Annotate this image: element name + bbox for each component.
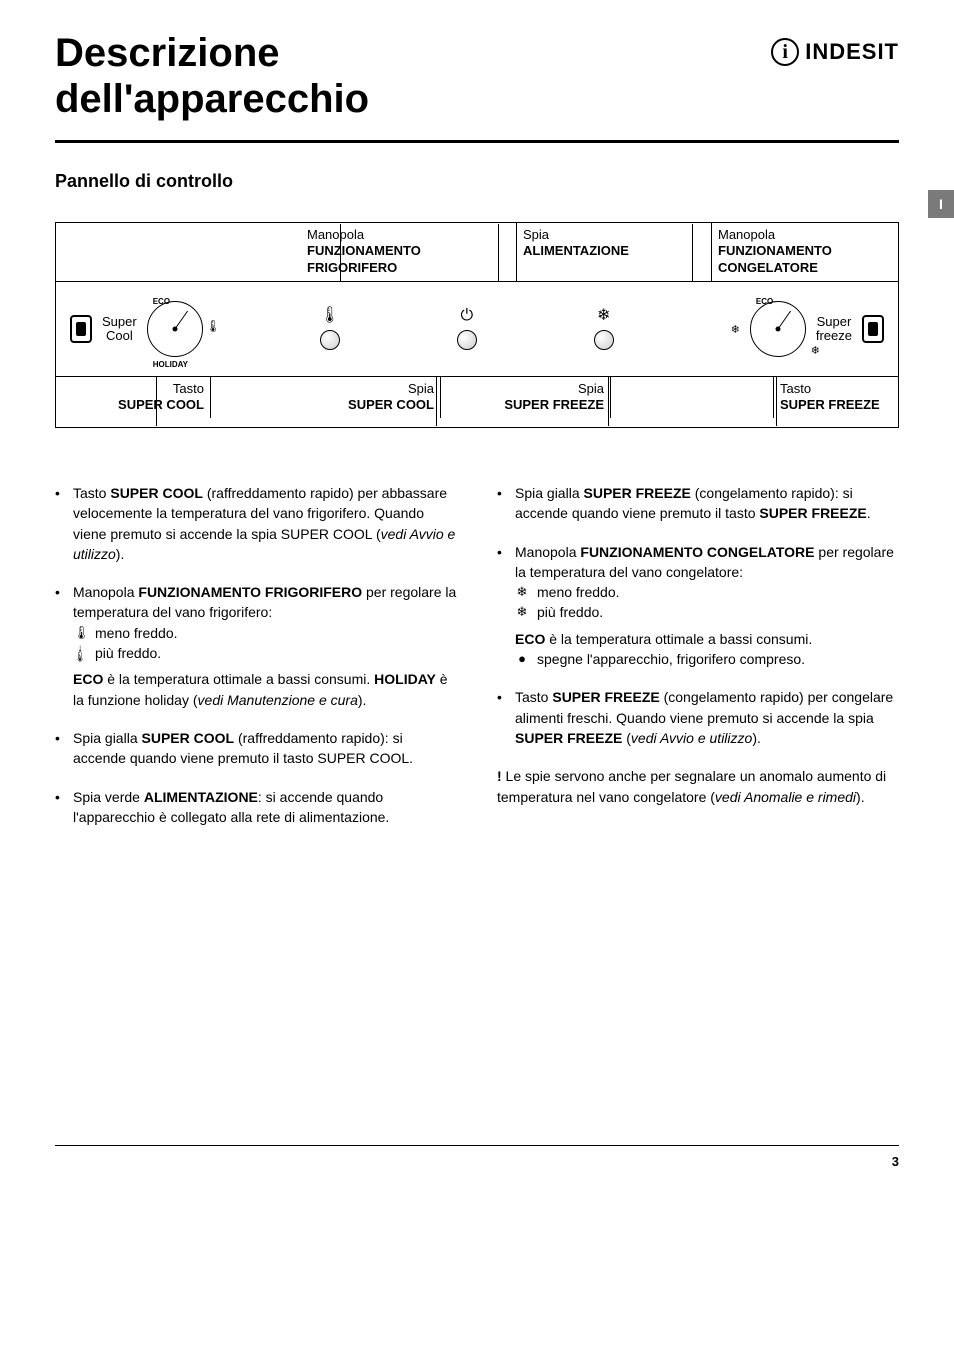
sub-line: ❄meno freddo.	[515, 582, 899, 602]
warning-note: ! Le spie servono anche per segnalare un…	[497, 766, 899, 807]
title-line1: Descrizione	[55, 31, 280, 75]
page-number: 3	[55, 1154, 899, 1169]
super-cool-led: 🌡	[320, 308, 340, 350]
eco-tag: ECO	[756, 297, 773, 306]
description-columns: Tasto SUPER COOL (raffreddamento rapido)…	[55, 483, 899, 845]
right-list: Spia gialla SUPER FREEZE (congelamento r…	[497, 483, 899, 748]
diagram-label: TastoSUPER COOL	[56, 377, 211, 418]
led-indicator	[457, 330, 477, 350]
diagram-label: ManopolaFUNZIONAMENTO FRIGORIFERO	[301, 223, 516, 281]
super-cool-button	[70, 315, 92, 343]
eco-tag: ECO	[153, 297, 170, 306]
leader-line	[156, 376, 157, 426]
snowflake-icon: ❄	[811, 344, 820, 357]
super-freeze-label: Super freeze	[816, 315, 852, 344]
fridge-knob	[147, 301, 203, 357]
list-item: Spia gialla SUPER COOL (raffreddamento r…	[55, 728, 457, 769]
power-led: ⏻	[457, 308, 477, 350]
divider	[55, 140, 899, 143]
snowflake-icon: ❄	[597, 308, 610, 324]
diagram-label: TastoSUPER FREEZE	[773, 377, 898, 418]
right-group: ❄ ECO ❄ Super freeze	[731, 301, 884, 357]
page-title: Descrizione dell'apparecchio	[55, 30, 369, 122]
section-title: Pannello di controllo	[55, 171, 899, 192]
freezer-knob	[750, 301, 806, 357]
list-item: Tasto SUPER FREEZE (congelamento rapido)…	[497, 687, 899, 748]
leader-line	[436, 376, 437, 426]
diagram-label: SpiaSUPER FREEZE	[441, 377, 611, 418]
control-panel-strip: Super Cool ECO HOLIDAY 🌡 🌡 ⏻ ❄ ❄ ECO	[56, 281, 898, 377]
thermometer-icon: 🌡	[320, 308, 340, 324]
brand-icon-char: i	[782, 42, 788, 62]
super-freeze-button	[862, 315, 884, 343]
list-item: Manopola FUNZIONAMENTO FRIGORIFERO per r…	[55, 582, 457, 710]
leader-line	[692, 224, 693, 282]
snowflake-icon: ❄	[731, 323, 740, 336]
super-cool-label: Super Cool	[102, 315, 137, 344]
sub-line: ❄più freddo.	[515, 602, 899, 622]
holiday-tag: HOLIDAY	[153, 360, 188, 369]
led-indicator	[320, 330, 340, 350]
brand-logo: i INDESIT	[771, 30, 899, 66]
list-item: Spia verde ALIMENTAZIONE: si accende qua…	[55, 787, 457, 828]
header: Descrizione dell'apparecchio i INDESIT	[55, 30, 899, 122]
tail-note: ECO è la temperatura ottimale a bassi co…	[515, 629, 899, 649]
control-panel-diagram: ManopolaFUNZIONAMENTO FRIGORIFEROSpiaALI…	[55, 222, 899, 428]
leader-line	[340, 224, 341, 282]
diagram-label: ManopolaFUNZIONAMENTO CONGELATORE	[711, 223, 898, 281]
brand-name: INDESIT	[805, 39, 899, 65]
list-item: Spia gialla SUPER FREEZE (congelamento r…	[497, 483, 899, 524]
language-tab: I	[928, 190, 954, 218]
freezer-knob-wrap: ECO ❄	[750, 301, 806, 357]
sub-line: ●spegne l'apparecchio, frigorifero compr…	[515, 649, 899, 669]
led-indicator	[594, 330, 614, 350]
left-column: Tasto SUPER COOL (raffreddamento rapido)…	[55, 483, 457, 845]
title-line2: dell'apparecchio	[55, 77, 369, 121]
super-freeze-led: ❄	[594, 308, 614, 350]
list-item: Tasto SUPER COOL (raffreddamento rapido)…	[55, 483, 457, 564]
diagram-top-labels: ManopolaFUNZIONAMENTO FRIGORIFEROSpiaALI…	[56, 223, 898, 281]
diagram-bottom-labels: TastoSUPER COOLSpiaSUPER COOLSpiaSUPER F…	[56, 377, 898, 427]
tail-note: ECO è la temperatura ottimale a bassi co…	[73, 669, 457, 710]
info-icon: i	[771, 38, 799, 66]
sub-line: ↓🌡più freddo.	[73, 643, 457, 663]
leader-line	[608, 376, 609, 426]
right-column: Spia gialla SUPER FREEZE (congelamento r…	[497, 483, 899, 845]
leader-line	[498, 224, 499, 282]
thermometer-icon: 🌡	[205, 319, 220, 333]
diagram-label: SpiaSUPER COOL	[211, 377, 441, 418]
left-list: Tasto SUPER COOL (raffreddamento rapido)…	[55, 483, 457, 827]
diagram-label: SpiaALIMENTAZIONE	[516, 223, 711, 281]
list-item: Manopola FUNZIONAMENTO CONGELATORE per r…	[497, 542, 899, 670]
left-group: Super Cool ECO HOLIDAY 🌡	[70, 301, 203, 357]
sub-line: 🌡meno freddo.	[73, 623, 457, 643]
footer-divider	[55, 1145, 899, 1146]
power-icon: ⏻	[461, 308, 474, 324]
leader-line	[776, 376, 777, 426]
fridge-knob-wrap: ECO HOLIDAY 🌡	[147, 301, 203, 357]
